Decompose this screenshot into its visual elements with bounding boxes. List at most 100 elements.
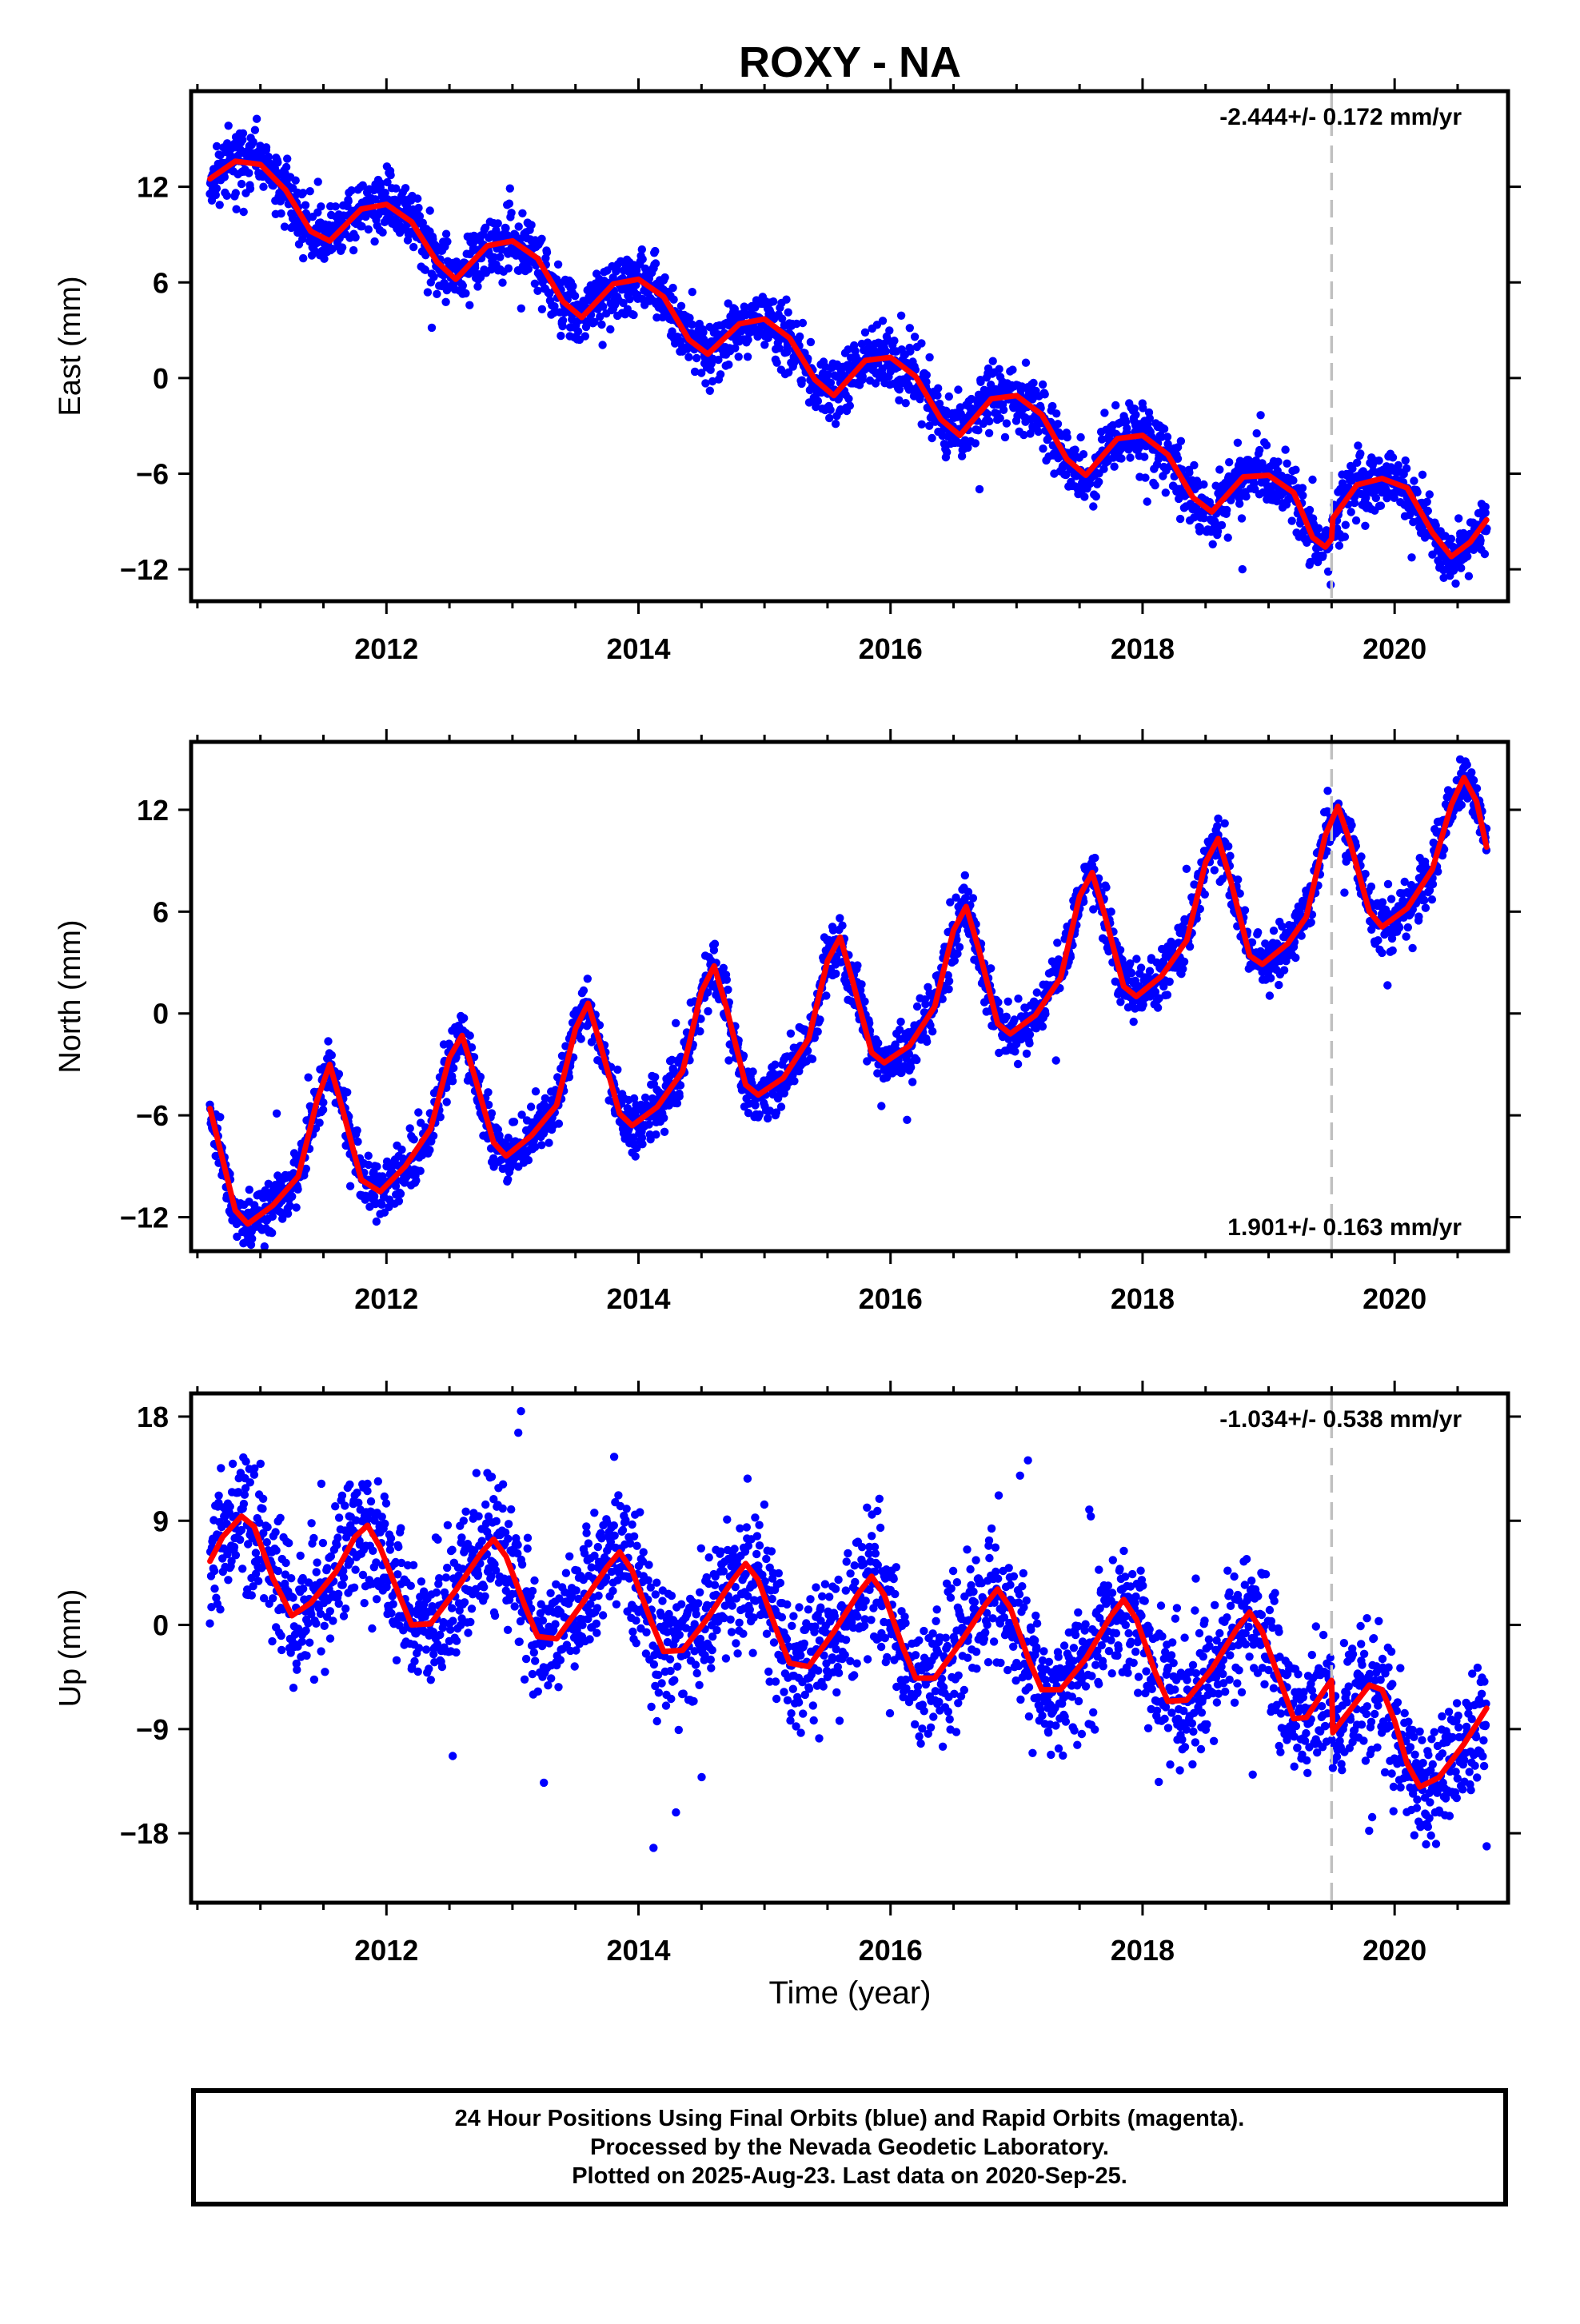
- data-point: [581, 332, 589, 340]
- data-point: [1048, 402, 1056, 410]
- data-point: [1447, 535, 1455, 543]
- data-point: [349, 246, 357, 254]
- data-point: [1289, 476, 1297, 484]
- data-point: [505, 200, 513, 208]
- data-point: [1215, 465, 1223, 473]
- data-point: [262, 143, 270, 151]
- data-point: [652, 1130, 660, 1138]
- data-point: [917, 339, 925, 347]
- data-point: [1001, 433, 1009, 441]
- data-point: [1151, 481, 1159, 489]
- data-point: [537, 235, 545, 243]
- data-point: [1263, 441, 1271, 449]
- data-point: [701, 379, 709, 387]
- data-point: [1100, 409, 1108, 417]
- data-point: [808, 1055, 816, 1063]
- data-point: [249, 138, 257, 146]
- data-point: [395, 1197, 403, 1205]
- data-point: [1323, 787, 1331, 795]
- data-point: [351, 233, 359, 241]
- data-point: [638, 245, 646, 253]
- data-point: [1039, 444, 1047, 452]
- y-tick-label: 12: [137, 171, 169, 204]
- data-point: [246, 185, 254, 193]
- data-point: [769, 297, 777, 305]
- data-point: [846, 401, 854, 409]
- data-point: [288, 1193, 296, 1201]
- data-point: [944, 985, 952, 993]
- data-point: [1270, 927, 1278, 935]
- data-point: [677, 302, 685, 310]
- data-point: [1132, 955, 1140, 963]
- data-point: [1234, 875, 1242, 883]
- data-point: [860, 998, 868, 1006]
- data-point: [532, 1087, 540, 1095]
- data-point: [1054, 420, 1062, 428]
- data-point: [906, 324, 914, 332]
- data-point: [668, 284, 676, 292]
- data-point: [1352, 516, 1360, 524]
- data-point: [838, 922, 846, 930]
- data-point: [449, 1064, 457, 1072]
- data-point: [641, 1094, 649, 1102]
- data-point: [1201, 891, 1209, 899]
- data-point: [996, 414, 1004, 422]
- data-point: [1256, 411, 1264, 419]
- data-point: [1307, 919, 1315, 927]
- data-point: [945, 393, 953, 401]
- data-point: [1076, 433, 1084, 441]
- data-points: [205, 115, 1490, 589]
- data-point: [1110, 463, 1118, 471]
- data-point: [684, 353, 692, 361]
- data-point: [319, 1098, 327, 1106]
- data-point: [239, 130, 247, 138]
- data-point: [799, 319, 807, 327]
- data-point: [1274, 457, 1282, 465]
- data-point: [433, 290, 441, 298]
- data-point: [1482, 503, 1490, 511]
- data-point: [925, 353, 933, 361]
- data-point: [1341, 532, 1349, 540]
- data-point: [1226, 852, 1234, 860]
- data-point: [902, 399, 910, 407]
- data-point: [282, 163, 290, 171]
- data-point: [987, 964, 995, 972]
- data-point: [1281, 445, 1289, 453]
- data-point: [484, 1088, 492, 1096]
- data-point: [999, 406, 1007, 414]
- data-point: [1223, 506, 1231, 514]
- data-point: [545, 1138, 553, 1146]
- data-point: [744, 336, 752, 344]
- data-point: [353, 1138, 361, 1146]
- data-point: [704, 1007, 712, 1015]
- data-point: [373, 1218, 381, 1226]
- data-point: [314, 177, 322, 185]
- data-point: [253, 115, 261, 123]
- data-point: [1162, 488, 1170, 496]
- data-point: [554, 261, 562, 269]
- data-point: [1234, 439, 1242, 447]
- data-point: [1255, 446, 1263, 454]
- data-point: [1221, 819, 1229, 827]
- data-point: [299, 189, 307, 197]
- data-point: [1023, 1050, 1031, 1058]
- data-point: [1238, 514, 1246, 522]
- data-point: [518, 209, 526, 217]
- data-point: [816, 1015, 824, 1023]
- data-point: [1423, 498, 1431, 506]
- data-point: [417, 1167, 425, 1175]
- data-point: [706, 387, 714, 395]
- data-point: [1224, 533, 1232, 541]
- data-point: [1241, 906, 1249, 914]
- data-point: [292, 177, 300, 185]
- data-point: [1052, 1056, 1060, 1064]
- data-point: [232, 205, 240, 213]
- data-point: [1041, 390, 1049, 398]
- data-point: [874, 1039, 882, 1047]
- data-point: [1291, 466, 1299, 474]
- data-point: [1275, 981, 1283, 989]
- data-point: [688, 288, 696, 296]
- data-point: [501, 224, 509, 232]
